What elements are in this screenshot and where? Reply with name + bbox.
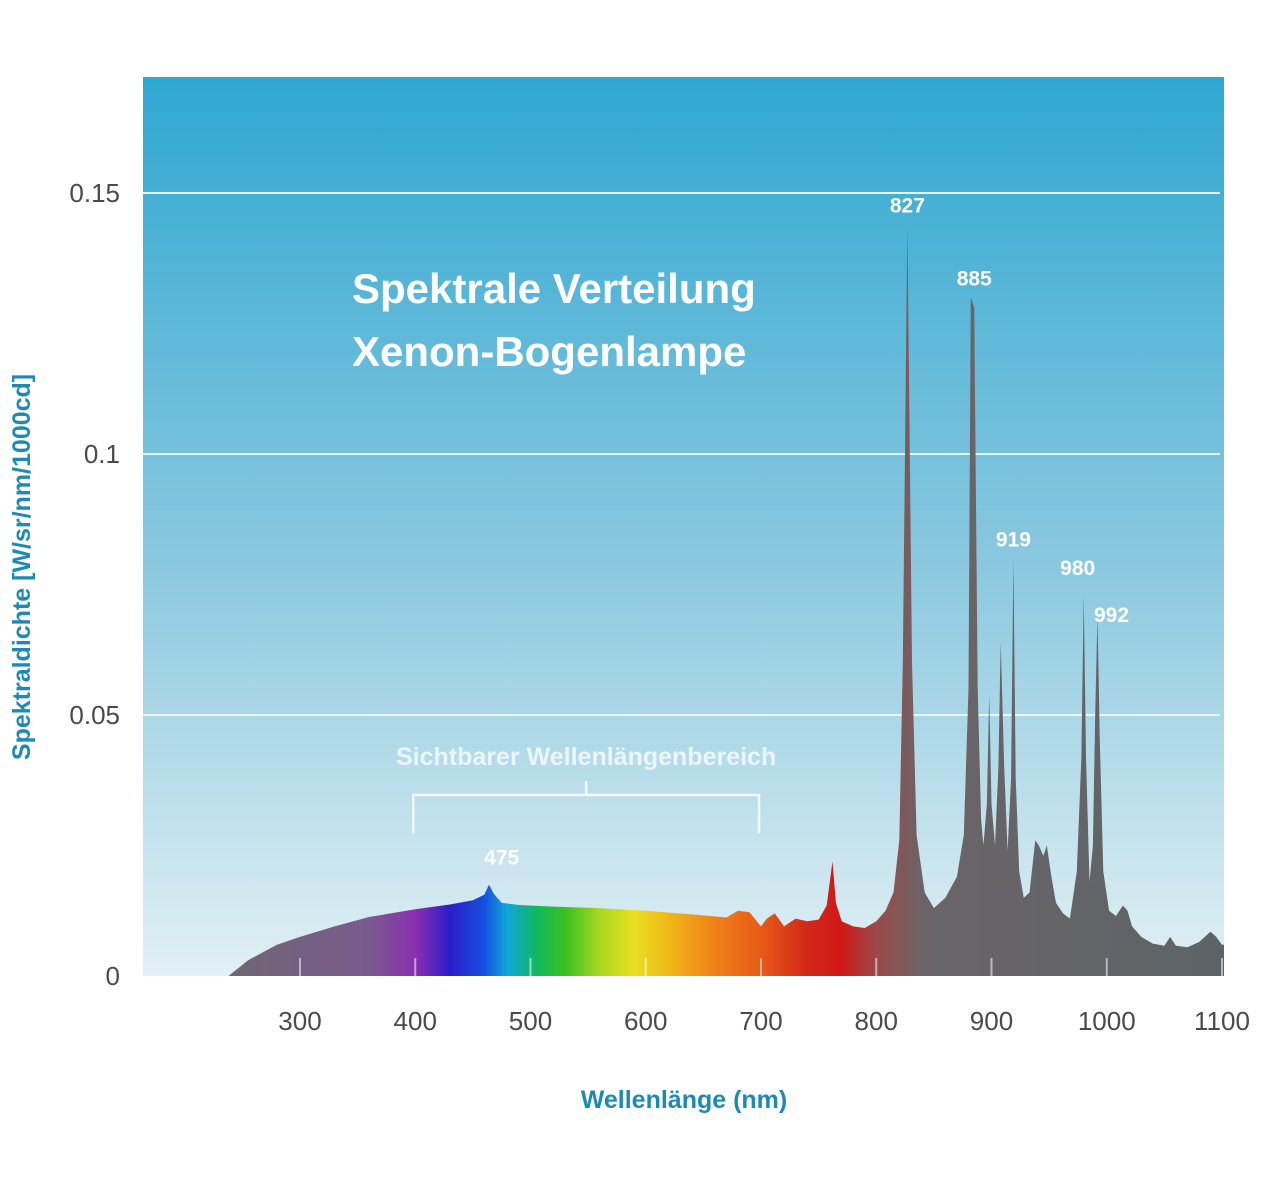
x-axis-title: Wellenlänge (nm): [581, 1086, 788, 1114]
x-tick-label: 900: [970, 1006, 1013, 1036]
peak-label: 980: [1060, 557, 1095, 580]
y-tick-label: 0: [106, 961, 120, 991]
y-tick-label: 0.1: [84, 439, 120, 469]
peak-label: 475: [484, 847, 519, 870]
x-tick-label: 600: [624, 1006, 667, 1036]
x-tick-label: 400: [394, 1006, 437, 1036]
peak-label: 885: [957, 267, 992, 290]
bracket-line: [412, 781, 761, 833]
visible-range-bracket: Sichtbarer Wellenlängenbereich: [396, 743, 776, 833]
gridlines: [143, 192, 1220, 716]
y-tick-label: 0.15: [69, 178, 120, 208]
x-axis-ticks: 300 400 500 600 700 800 900 1000 1100: [278, 958, 1250, 1036]
x-tick-label: 1100: [1194, 1006, 1250, 1036]
y-axis-ticks: 0 0.05 0.1 0.15: [69, 178, 120, 991]
x-tick-label: 700: [739, 1006, 782, 1036]
spectrum-area: [228, 224, 1224, 976]
y-axis-title: Spektraldichte [W/sr/nm/1000cd]: [8, 374, 36, 760]
x-tick-label: 500: [509, 1006, 552, 1036]
visible-range-label: Sichtbarer Wellenlängenbereich: [396, 743, 776, 771]
peak-labels: 475 827 885 919 980 992: [484, 194, 1129, 869]
peak-label: 992: [1094, 604, 1129, 627]
x-tick-label: 300: [278, 1006, 321, 1036]
plot-background: [143, 77, 1224, 976]
x-tick-label: 1000: [1078, 1006, 1136, 1036]
y-tick-label: 0.05: [69, 700, 120, 730]
peak-label: 827: [890, 194, 925, 217]
x-tick-label: 800: [855, 1006, 898, 1036]
chart-title-line-1: Spektrale Verteilung: [352, 265, 756, 312]
peak-label: 919: [996, 528, 1031, 551]
chart-title-line-2: Xenon-Bogenlampe: [352, 328, 746, 375]
